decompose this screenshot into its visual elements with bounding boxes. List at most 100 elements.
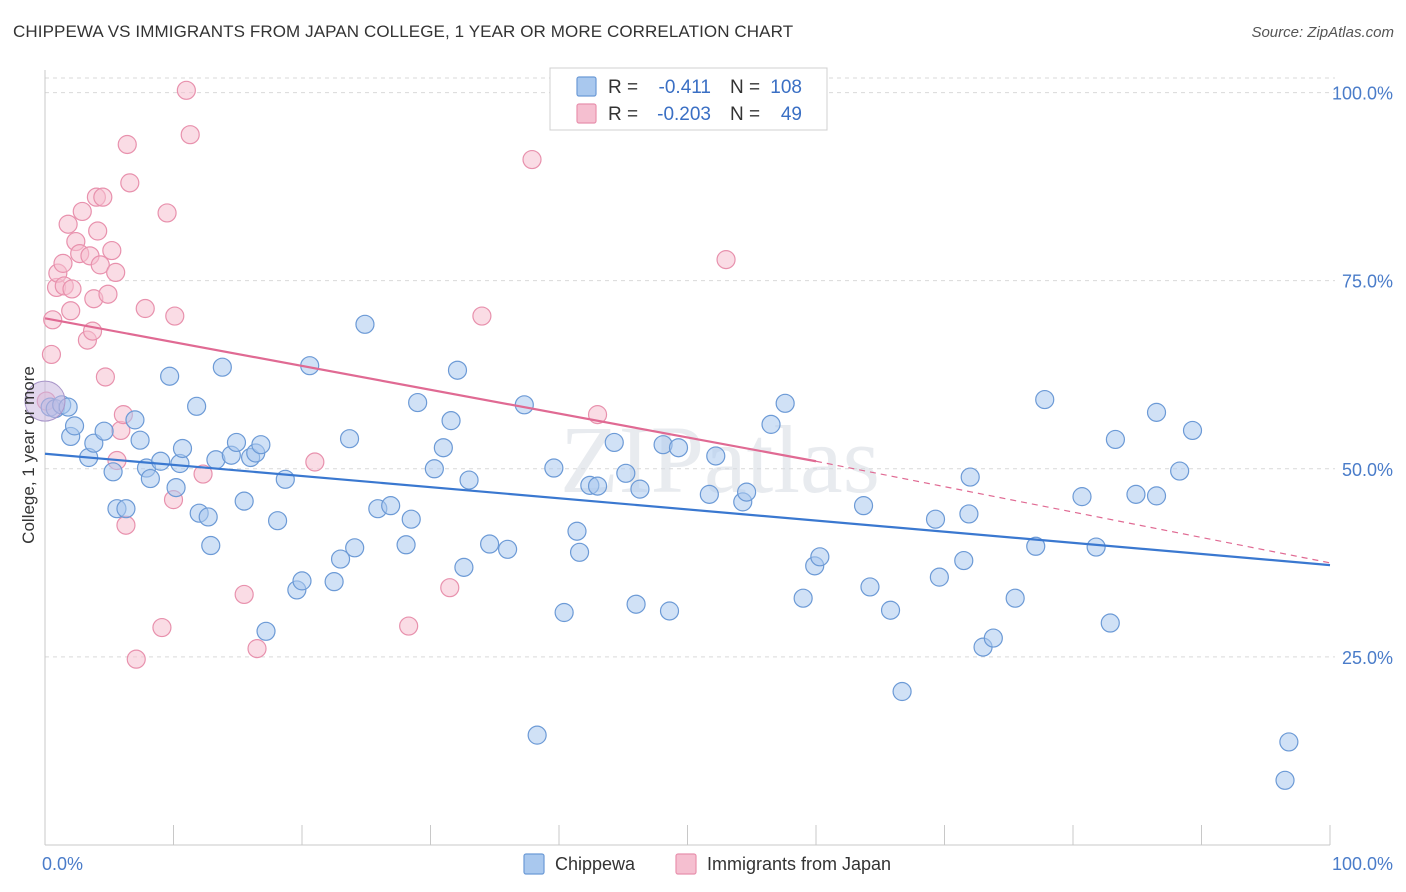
immigrants-from-japan-point (58, 214, 78, 234)
immigrants-from-japan-point (61, 301, 81, 321)
chippewa-point (527, 725, 547, 745)
immigrants-from-japan-point (90, 255, 110, 275)
legend-n-label: N = (730, 104, 760, 125)
chippewa-point (1005, 588, 1025, 608)
chippewa-point (1275, 770, 1295, 790)
chippewa-point (172, 438, 193, 459)
axes (44, 70, 1331, 846)
chippewa-point (116, 499, 136, 519)
chippewa-point (514, 395, 534, 415)
chippewa-point (1100, 613, 1120, 633)
chippewa-point (151, 451, 171, 471)
chippewa-point (292, 571, 312, 591)
immigrants-from-japan-point (522, 149, 542, 170)
immigrants-from-japan-point (135, 298, 155, 319)
legend-swatch-chippewa (576, 76, 597, 97)
chippewa-point (187, 396, 207, 416)
chippewa-point (892, 681, 912, 702)
chippewa-point (775, 393, 795, 413)
chippewa-point (408, 392, 428, 413)
chippewa-point (401, 509, 421, 529)
chart-title: CHIPPEWA VS IMMIGRANTS FROM JAPAN COLLEG… (13, 22, 794, 41)
immigrants-from-japan-point (165, 306, 185, 326)
legend-n-value: 49 (781, 104, 802, 125)
chippewa-point (64, 416, 85, 436)
series-chippewa (24, 314, 1299, 790)
immigrants-from-japan-point (72, 201, 92, 222)
chippewa-point (267, 511, 288, 531)
trend-line-immigrants-from-japan (44, 317, 817, 463)
chippewa-point (324, 572, 344, 592)
chippewa-point (212, 357, 232, 377)
chippewa-point (454, 557, 474, 577)
chippewa-point (880, 600, 901, 620)
y-tick-label: 25.0% (1342, 648, 1393, 668)
chippewa-point (604, 432, 624, 453)
chippewa-point (626, 594, 646, 614)
legend-r-label: R = (608, 77, 638, 98)
chippewa-point (567, 521, 587, 541)
chippewa-point (954, 550, 974, 571)
chippewa-point (234, 491, 254, 511)
chippewa-point (201, 535, 221, 556)
chippewa-point (1126, 484, 1146, 504)
chippewa-point (659, 601, 680, 621)
chippewa-point (616, 463, 636, 483)
source-label: Source: ZipAtlas.com (1251, 24, 1394, 41)
immigrants-from-japan-point (440, 578, 460, 598)
chippewa-point (381, 496, 401, 516)
immigrants-from-japan-point (234, 584, 254, 605)
bottom-legend: Chippewa Immigrants from Japan (523, 853, 891, 875)
series-immigrants-from-japan (36, 80, 736, 669)
y-tick-label: 100.0% (1332, 84, 1393, 104)
chippewa-point (761, 414, 781, 434)
immigrants-from-japan-point (472, 306, 492, 326)
chippewa-point (929, 567, 949, 587)
legend-r-value: -0.203 (657, 104, 711, 125)
chippewa-point (125, 410, 145, 430)
chippewa-point (480, 534, 500, 554)
immigrants-from-japan-point (193, 464, 213, 484)
immigrants-from-japan-point (120, 173, 140, 193)
immigrants-from-japan-point (305, 452, 325, 472)
legend-n-label: N = (730, 77, 760, 98)
chippewa-point (345, 538, 365, 558)
x-tick-label: 100.0% (1332, 854, 1393, 874)
chippewa-point (1035, 389, 1055, 410)
chippewa-point (447, 360, 468, 380)
chippewa-point (810, 547, 830, 567)
grid-lines (45, 77, 1335, 658)
immigrants-from-japan-point (93, 187, 113, 207)
chippewa-point (983, 628, 1003, 648)
immigrants-from-japan-point (152, 617, 172, 638)
chippewa-point (853, 496, 874, 516)
chippewa-point (459, 470, 479, 490)
immigrants-from-japan-point (88, 221, 108, 241)
chippewa-point (94, 421, 114, 441)
legend-box: R = -0.411 N = 108 R = -0.203 N = 49 (549, 67, 828, 131)
chippewa-point (706, 446, 726, 466)
chippewa-point (166, 477, 186, 498)
chippewa-point (1279, 732, 1299, 752)
immigrants-from-japan-point (180, 125, 200, 145)
bottom-legend-swatch-chippewa (523, 853, 545, 875)
y-tick-labels: 25.0% 50.0% 75.0% 100.0% (1332, 84, 1393, 668)
chippewa-point (569, 542, 590, 562)
immigrants-from-japan-point (62, 279, 82, 299)
chippewa-point (441, 411, 461, 431)
immigrants-from-japan-point (98, 284, 118, 304)
immigrants-from-japan-point (716, 250, 736, 270)
chippewa-point (355, 314, 375, 334)
legend-r-label: R = (608, 104, 638, 125)
bottom-legend-label-chippewa: Chippewa (555, 854, 636, 874)
chippewa-point (668, 438, 689, 458)
chippewa-point (1146, 486, 1167, 506)
chippewa-point (498, 539, 518, 559)
trend-lines (44, 317, 1331, 567)
chippewa-point (1105, 429, 1126, 450)
immigrants-from-japan-point (116, 515, 136, 535)
immigrants-from-japan-point (106, 262, 126, 283)
y-axis-label: College, 1 year or more (19, 366, 38, 544)
immigrants-from-japan-point (117, 134, 137, 155)
